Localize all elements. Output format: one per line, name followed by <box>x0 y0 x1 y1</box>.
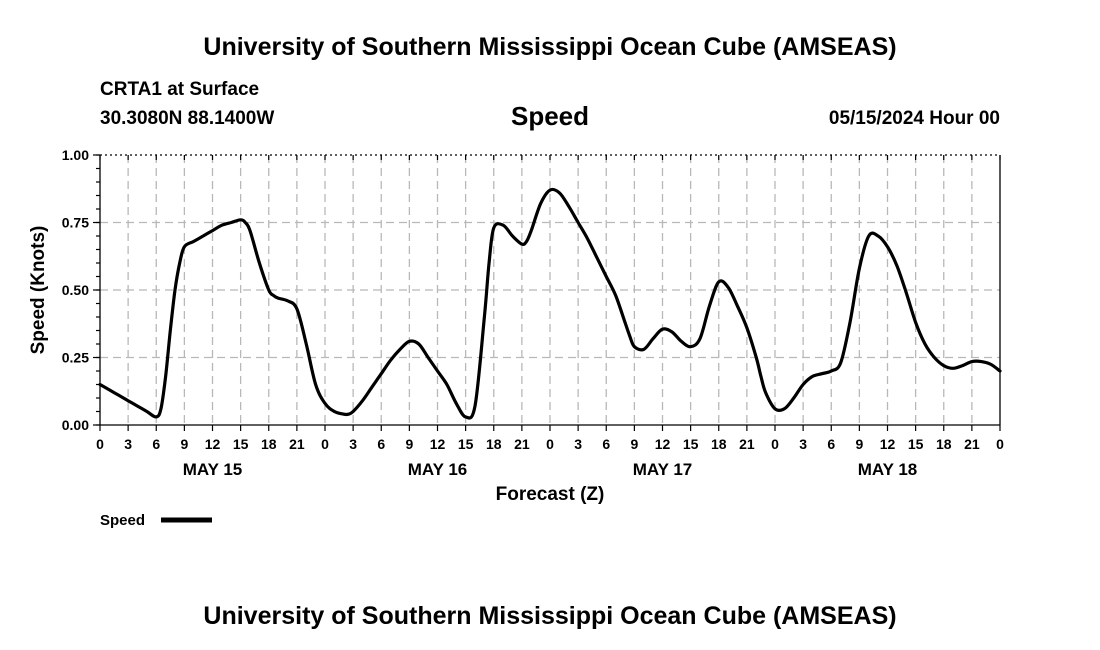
x-tick-label: 18 <box>261 436 277 452</box>
x-tick-label: 3 <box>124 436 132 452</box>
day-label: MAY 16 <box>408 460 468 479</box>
day-label: MAY 17 <box>633 460 693 479</box>
x-tick-label: 18 <box>486 436 502 452</box>
y-tick-label: 1.00 <box>62 147 89 163</box>
y-tick-label: 0.75 <box>62 215 89 231</box>
x-tick-label: 9 <box>630 436 638 452</box>
x-tick-label: 12 <box>655 436 671 452</box>
x-tick-label: 6 <box>152 436 160 452</box>
x-tick-label: 21 <box>739 436 755 452</box>
x-tick-label: 0 <box>771 436 779 452</box>
series-group <box>98 187 1002 420</box>
chart-title: Speed <box>511 101 589 131</box>
y-axis-ticks: 0.00 0.25 0.50 0.75 1.00 <box>62 147 100 433</box>
station-label: CRTA1 at Surface <box>100 79 259 100</box>
x-tick-label: 3 <box>574 436 582 452</box>
x-tick-label: 3 <box>799 436 807 452</box>
day-label: MAY 15 <box>183 460 243 479</box>
x-tick-label: 0 <box>996 436 1004 452</box>
forecast-date-label: 05/15/2024 Hour 00 <box>829 108 1000 129</box>
coordinates-label: 30.3080N 88.1400W <box>100 108 274 129</box>
x-axis-label: Forecast (Z) <box>496 484 605 505</box>
x-tick-label: 12 <box>880 436 896 452</box>
x-tick-label: 0 <box>546 436 554 452</box>
x-axis-ticks: 0 3 6 9 12 15 18 21 0 3 6 9 12 15 18 21 0 3 6 9 12 15 18 21 0 3 6 9… <box>96 155 1004 452</box>
x-tick-label: 6 <box>827 436 835 452</box>
x-tick-label: 9 <box>405 436 413 452</box>
legend-label-speed: Speed <box>100 512 145 529</box>
legend: Speed <box>100 512 212 529</box>
x-tick-label: 6 <box>377 436 385 452</box>
x-axis-day-labels: MAY 15 MAY 16 MAY 17 MAY 18 <box>183 460 918 479</box>
x-tick-label: 15 <box>908 436 924 452</box>
y-tick-label: 0.00 <box>62 417 89 433</box>
x-tick-label: 9 <box>180 436 188 452</box>
x-tick-label: 0 <box>321 436 329 452</box>
y-tick-label: 0.50 <box>62 282 89 298</box>
y-axis-label: Speed (Knots) <box>28 226 49 355</box>
x-tick-label: 18 <box>936 436 952 452</box>
x-tick-label: 15 <box>458 436 474 452</box>
x-tick-label: 21 <box>289 436 305 452</box>
x-tick-label: 6 <box>602 436 610 452</box>
page-title-top: University of Southern Mississippi Ocean… <box>203 33 896 61</box>
x-tick-label: 15 <box>233 436 249 452</box>
page-title-bottom: University of Southern Mississippi Ocean… <box>203 602 896 630</box>
series-line-speed <box>98 187 1002 420</box>
y-tick-label: 0.25 <box>62 350 89 366</box>
x-tick-label: 0 <box>96 436 104 452</box>
x-tick-label: 21 <box>514 436 530 452</box>
x-tick-label: 12 <box>205 436 221 452</box>
x-tick-label: 18 <box>711 436 727 452</box>
x-tick-label: 9 <box>855 436 863 452</box>
x-tick-label: 12 <box>430 436 446 452</box>
day-label: MAY 18 <box>858 460 918 479</box>
x-tick-label: 15 <box>683 436 699 452</box>
grid <box>100 155 1000 425</box>
x-tick-label: 3 <box>349 436 357 452</box>
x-tick-label: 21 <box>964 436 980 452</box>
